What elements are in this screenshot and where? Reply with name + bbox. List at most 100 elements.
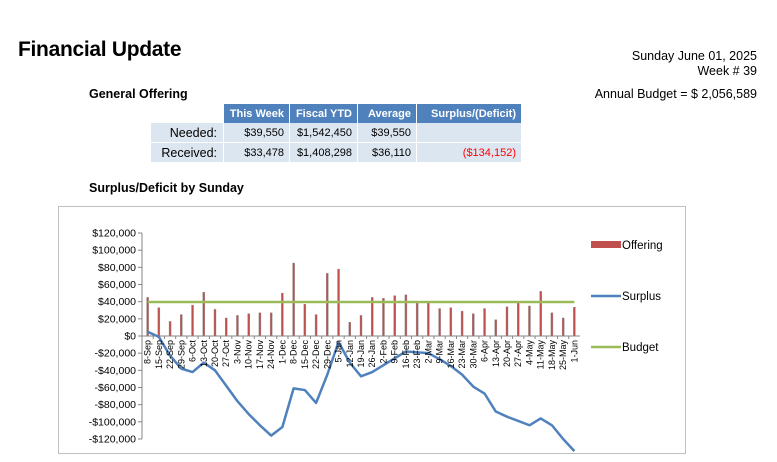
cell-fiscal-ytd: $1,542,450 [289, 123, 358, 143]
offering-bar [528, 305, 531, 337]
x-tick-label: 24-Nov [266, 339, 276, 369]
offering-bar [427, 301, 430, 337]
report-date: Sunday June 01, 2025 [631, 49, 757, 63]
x-tick-label: 16-Mar [446, 340, 456, 369]
x-tick-label: 15-Sep [154, 340, 164, 369]
offering-table: This Week Fiscal YTD Average Surplus/(De… [151, 104, 522, 163]
offering-bar [247, 313, 250, 337]
cell-this-week: $33,478 [223, 142, 290, 163]
offering-bar [258, 312, 262, 337]
offering-bar [225, 317, 228, 337]
row-label: Needed: [151, 123, 224, 143]
x-tick-label: 10-Nov [244, 340, 254, 370]
col-this-week: This Week [223, 104, 290, 123]
table-header-row: This Week Fiscal YTD Average Surplus/(De… [151, 104, 522, 123]
y-tick-label: -$120,000 [89, 434, 136, 446]
offering-bar [460, 310, 464, 337]
x-tick-label: 20-Apr [502, 340, 512, 367]
surplus-chart: $120,000 $100,000 $80,000 $60,000 $40,000 $20… [89, 228, 663, 452]
table-corner [151, 104, 224, 123]
offering-bar [326, 273, 329, 337]
x-tick-label: 6-Apr [480, 340, 490, 362]
col-surplus: Surplus/(Deficit) [416, 104, 522, 123]
col-fiscal-ytd: Fiscal YTD [289, 104, 358, 123]
x-tick-label: 1-Jun [569, 340, 579, 363]
x-tick-label: 13-Oct [199, 340, 209, 368]
y-tick-label: $40,000 [98, 296, 136, 308]
x-tick-label: 22-Sep [165, 340, 175, 369]
annual-budget: Annual Budget = $ 2,056,589 [594, 87, 757, 101]
table-row: Received: $33,478 $1,408,298 $36,110 ($1… [151, 142, 522, 163]
offering-bar [180, 314, 183, 337]
x-tick-label: 22-Dec [311, 340, 321, 370]
x-tick-label: 11-May [536, 339, 546, 369]
x-tick-label: 25-May [558, 340, 568, 371]
table-row: Needed: $39,550 $1,542,450 $39,550 [151, 123, 522, 143]
x-tick-label: 15-Dec [300, 340, 310, 370]
offering-bar [314, 314, 318, 337]
x-tick-label: 26-Jan [367, 340, 377, 368]
x-tick-label: 18-May [547, 340, 557, 371]
x-tick-label: 27-Apr [513, 340, 523, 367]
legend-label-budget: Budget [622, 342, 659, 354]
offering-bar [449, 307, 453, 337]
x-tick-label: 13-Apr [491, 340, 501, 367]
offering-bar [168, 321, 172, 337]
offering-bar [269, 312, 273, 337]
offering-bar [292, 262, 295, 337]
x-tick-label: 9-Feb [390, 340, 400, 364]
col-average: Average [357, 104, 417, 123]
y-tick-label: -$60,000 [95, 382, 137, 394]
x-tick-label: 17-Nov [255, 339, 265, 369]
x-tick-label: 6-Oct [188, 340, 198, 363]
chart-heading: Surplus/Deficit by Sunday [89, 181, 244, 195]
legend-label-surplus: Surplus [622, 291, 661, 303]
week-number: Week # 39 [697, 64, 757, 78]
x-tick-label: 8-Dec [289, 340, 299, 365]
x-tick-label: 27-Oct [221, 340, 231, 368]
y-tick-label: -$20,000 [95, 348, 137, 360]
y-tick-label: $0 [124, 331, 136, 343]
offering-bar [472, 313, 475, 337]
offering-bar [382, 298, 385, 337]
offering-bar [359, 315, 363, 337]
x-tick-label: 1-Dec [277, 340, 287, 365]
x-tick-label: 4-May [524, 340, 534, 366]
offering-bar [539, 291, 542, 337]
offering-bar [281, 292, 284, 337]
offering-bar [303, 304, 307, 337]
cell-average: $36,110 [357, 142, 417, 163]
x-tick-label: 16-Feb [401, 340, 411, 369]
x-tick-label: 30-Mar [468, 340, 478, 369]
offering-bar [550, 312, 554, 337]
y-tick-label: -$100,000 [89, 416, 136, 428]
page-title: Financial Update [18, 38, 182, 61]
chart-area: $120,000 $100,000 $80,000 $60,000 $40,000 $20… [58, 206, 686, 454]
x-tick-label: 23-Mar [457, 340, 467, 369]
x-tick-label: 19-Jan [356, 340, 366, 368]
x-tick-label: 9-Mar [435, 340, 445, 364]
offering-bar [202, 292, 205, 337]
cell-surplus [416, 123, 522, 143]
offering-bar [561, 317, 565, 337]
offering-bar [236, 315, 239, 337]
y-tick-label: $80,000 [98, 262, 136, 274]
x-tick-label: 12-Jan [345, 340, 355, 368]
legend-label-offering: Offering [622, 240, 663, 252]
x-tick-label: 29-Sep [176, 340, 186, 369]
y-tick-label: $120,000 [92, 228, 136, 240]
offering-bar [494, 319, 497, 337]
x-tick-label: 3-Nov [232, 340, 242, 365]
y-tick-label: $100,000 [92, 245, 136, 257]
cell-average: $39,550 [357, 123, 417, 143]
y-tick-label: -$80,000 [95, 399, 137, 411]
x-tick-label: 23-Feb [412, 340, 422, 369]
x-tick-label: 8-Sep [143, 340, 153, 364]
cell-this-week: $39,550 [223, 123, 290, 143]
offering-bar [348, 322, 351, 337]
cell-fiscal-ytd: $1,408,298 [289, 142, 358, 163]
x-tick-label: 20-Oct [210, 340, 220, 368]
general-offering-heading: General Offering [89, 87, 188, 101]
offering-bar [483, 308, 486, 337]
offering-bar [517, 302, 520, 337]
